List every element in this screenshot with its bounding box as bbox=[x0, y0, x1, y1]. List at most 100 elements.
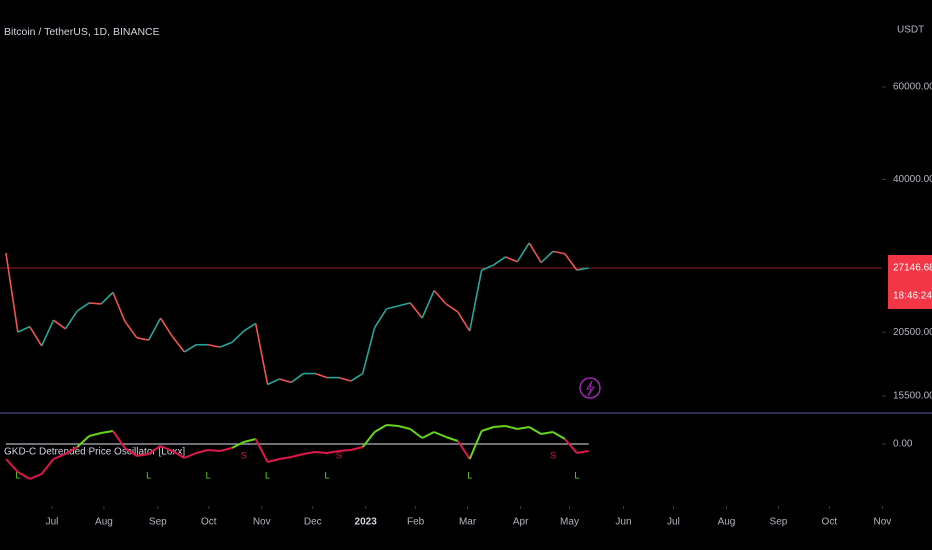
signal-label: L bbox=[146, 470, 151, 480]
x-tick-label: Jul bbox=[667, 517, 680, 528]
price-segment bbox=[433, 289, 447, 305]
oscillator-segment bbox=[254, 438, 269, 463]
price-segment bbox=[29, 326, 43, 347]
oscillator-segment bbox=[303, 451, 316, 455]
oscillator-segment bbox=[40, 458, 55, 475]
price-segment bbox=[76, 302, 90, 312]
oscillator-segment bbox=[552, 431, 566, 440]
oscillator-segment bbox=[493, 425, 506, 428]
oscillator-segment bbox=[361, 431, 376, 448]
x-tick-label: Mar bbox=[459, 517, 477, 528]
oscillator-segment bbox=[208, 449, 221, 452]
x-tick-label: 2023 bbox=[355, 517, 378, 528]
oscillator-segment bbox=[148, 445, 162, 455]
y-tick-label: 0.00 bbox=[893, 439, 913, 450]
oscillator-segment bbox=[160, 445, 173, 452]
oscillator-segment bbox=[100, 430, 114, 434]
price-segment bbox=[338, 376, 352, 382]
countdown-label: 18:46:24 bbox=[893, 291, 932, 302]
signal-label: L bbox=[574, 470, 579, 480]
price-segment bbox=[350, 372, 364, 382]
oscillator-segment bbox=[279, 456, 292, 460]
event-icon bbox=[579, 377, 601, 399]
price-segment bbox=[409, 302, 423, 319]
price-segment bbox=[576, 267, 589, 271]
oscillator-segment bbox=[564, 438, 578, 454]
price-segment bbox=[136, 336, 149, 341]
price-segment bbox=[40, 319, 55, 347]
price-segment bbox=[445, 303, 459, 313]
oscillator-segment bbox=[409, 428, 423, 439]
price-segment bbox=[552, 250, 566, 255]
oscillator-segment bbox=[112, 430, 126, 449]
signal-label: L bbox=[206, 470, 211, 480]
price-segment bbox=[254, 323, 269, 385]
oscillator-segment bbox=[183, 452, 197, 459]
oscillator-segment bbox=[481, 426, 494, 432]
oscillator-segment bbox=[64, 446, 78, 455]
indicator-title-bg bbox=[2, 445, 112, 459]
oscillator-segment bbox=[528, 426, 542, 435]
oscillator-segment bbox=[267, 458, 280, 463]
price-segment bbox=[373, 308, 388, 329]
price-segment bbox=[89, 302, 102, 305]
x-tick-label: Sep bbox=[149, 517, 167, 528]
signal-label: L bbox=[15, 470, 20, 480]
currency: USDT bbox=[897, 25, 924, 36]
x-tick-label: Jul bbox=[46, 517, 59, 528]
oscillator-segment bbox=[136, 453, 149, 457]
price-segment bbox=[171, 336, 185, 353]
oscillator-segment bbox=[219, 447, 233, 452]
price-segment bbox=[100, 291, 114, 305]
x-tick-label: Nov bbox=[873, 517, 891, 528]
signal-label: L bbox=[325, 470, 330, 480]
y-tick-label: 60000.00 bbox=[893, 82, 932, 93]
chart-title: Bitcoin / TetherUS, 1D, BINANCE bbox=[4, 26, 160, 38]
oscillator-segment bbox=[505, 425, 518, 430]
price-segment bbox=[207, 343, 221, 348]
price-segment bbox=[540, 250, 554, 264]
price-segment bbox=[528, 242, 542, 264]
x-tick-label: Aug bbox=[95, 517, 113, 528]
oscillator-segment bbox=[195, 449, 209, 454]
oscillator-segment bbox=[5, 458, 19, 473]
y-tick-label: 15500.00 bbox=[893, 391, 932, 402]
oscillator-segment bbox=[576, 450, 589, 454]
x-tick-label: Apr bbox=[513, 517, 529, 528]
oscillator-segment bbox=[231, 441, 245, 449]
price-segment bbox=[564, 253, 578, 271]
oscillator-segment bbox=[398, 425, 411, 430]
price-segment bbox=[516, 242, 530, 263]
price-segment bbox=[468, 269, 483, 332]
oscillator-segment bbox=[374, 424, 387, 433]
price-segment bbox=[421, 290, 435, 319]
x-tick-label: Oct bbox=[822, 517, 838, 528]
last-price-label: 27146.68 bbox=[893, 263, 932, 274]
oscillator-segment bbox=[243, 438, 256, 443]
oscillator-segment bbox=[53, 453, 66, 460]
price-segment bbox=[493, 256, 506, 266]
oscillator-segment bbox=[76, 435, 90, 448]
x-tick-label: Sep bbox=[770, 517, 788, 528]
price-segment bbox=[124, 320, 138, 339]
oscillator-segment bbox=[517, 426, 530, 430]
indicator-title: GKD-C Detrended Price Oscillator [Loxx] bbox=[4, 447, 185, 458]
oscillator-segment bbox=[88, 432, 102, 437]
signal-label: L bbox=[265, 470, 270, 480]
x-tick-label: Aug bbox=[718, 517, 736, 528]
x-tick-label: Dec bbox=[304, 517, 322, 528]
price-segment bbox=[64, 310, 78, 330]
price-segment bbox=[314, 372, 328, 379]
oscillator-segment bbox=[421, 431, 435, 439]
price-segment bbox=[505, 256, 518, 263]
oscillator-segment bbox=[17, 471, 31, 480]
event-icon-bolt bbox=[586, 380, 595, 397]
oscillator-segment bbox=[457, 440, 471, 460]
signal-label: S bbox=[241, 450, 247, 460]
y-tick-label: 20500.00 bbox=[893, 327, 932, 338]
signal-label: S bbox=[336, 450, 342, 460]
price-segment bbox=[457, 311, 471, 332]
y-tick-label: 40000.00 bbox=[893, 174, 932, 185]
